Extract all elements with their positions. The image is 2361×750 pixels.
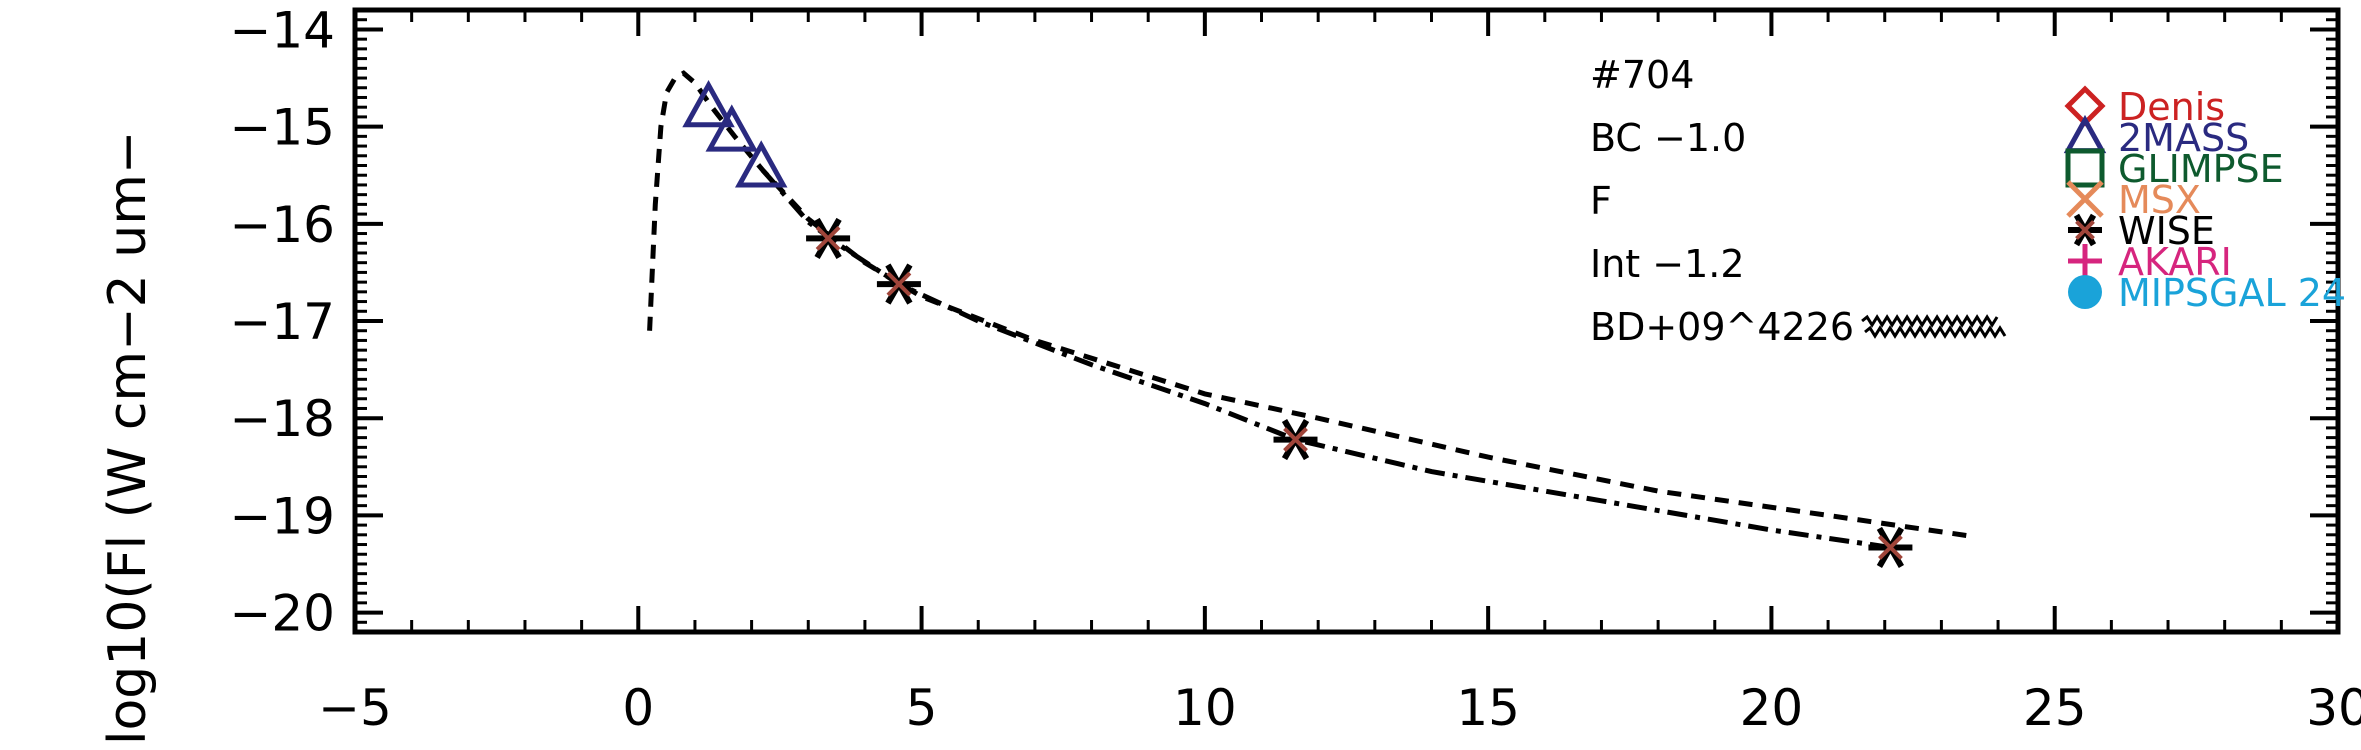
data-point-2mass xyxy=(705,104,759,152)
legend-marker-msx-stroke xyxy=(2066,180,2104,218)
legend-marker-glimpse-shape xyxy=(2065,148,2105,188)
legend-marker-glimpse xyxy=(2065,148,2105,188)
axes: −5 0 5 10 15 20 25 30 −14 −15 −16 −17 −18 −19 −20 xyxy=(229,1,2361,737)
x-tick-label: 0 xyxy=(622,679,654,737)
data-point-wise-msx-overlay xyxy=(1283,427,1308,452)
legend-marker-2mass xyxy=(2063,114,2107,154)
data-point-2mass-shape xyxy=(734,140,788,188)
legend-label-2mass: 2MASS xyxy=(2118,116,2249,160)
legend-marker-akari xyxy=(2068,244,2102,278)
data-point-2mass-shape xyxy=(705,104,759,152)
model-line-dashdot xyxy=(761,168,1891,550)
annotation-line: BC −1.0 xyxy=(1590,116,1746,160)
legend-marker-mipsgal-24 xyxy=(2068,275,2102,309)
data-point-wise-msx-overlay xyxy=(886,271,912,297)
annotation-line: BD+09^4226 xyxy=(1590,305,1854,349)
legend-label-msx: MSX xyxy=(2118,178,2201,222)
data-point-2mass xyxy=(734,140,788,188)
y-tick-label: −19 xyxy=(229,487,335,545)
legend-marker-2mass-shape xyxy=(2063,114,2107,154)
annotation-line: F xyxy=(1590,179,1612,223)
data-point-wise xyxy=(876,263,921,305)
annotation-wavy-line xyxy=(1864,325,2007,339)
legend-marker-wise-msx-overlay xyxy=(2075,220,2095,240)
data-points xyxy=(682,80,1913,568)
model-line-dashed xyxy=(647,70,1976,540)
y-tick-label: −16 xyxy=(229,196,335,254)
data-point-wise-msx-overlay xyxy=(815,225,841,251)
legend-label-mipsgal-24: MIPSGAL 24 xyxy=(2118,271,2346,315)
y-tick-label: −17 xyxy=(229,293,335,351)
data-point-wise xyxy=(806,217,851,259)
data-point-wise-msx-overlay xyxy=(1877,535,1903,560)
y-tick-label: −14 xyxy=(229,1,335,59)
legend-marker-msx xyxy=(2066,180,2104,218)
x-tick-label: 15 xyxy=(1456,679,1520,737)
legend-label-denis: Denis xyxy=(2118,85,2225,129)
x-tick-label: 25 xyxy=(2023,679,2087,737)
data-point-2mass-shape xyxy=(682,80,735,128)
x-tick-label: 30 xyxy=(2306,679,2361,737)
x-tick-label: 20 xyxy=(1740,679,1804,737)
model-line-wavy xyxy=(1861,314,1999,328)
legend-label-akari: AKARI xyxy=(2118,240,2232,284)
y-tick-label: −20 xyxy=(229,585,335,643)
y-axis-label: log10(Fl (W cm−2 um− xyxy=(98,131,158,745)
annotation-line: #704 xyxy=(1590,53,1694,97)
data-point-wise xyxy=(1273,419,1318,461)
legend-label-glimpse: GLIMPSE xyxy=(2118,147,2284,191)
x-tick-label: 10 xyxy=(1173,679,1237,737)
y-tick-label: −15 xyxy=(229,99,335,157)
x-tick-label: −5 xyxy=(318,679,392,737)
legend-marker-mipsgal-24-shape xyxy=(2068,275,2102,309)
data-point-2mass xyxy=(682,80,735,128)
legend-marker-wise xyxy=(2068,213,2102,247)
legend-label-wise: WISE xyxy=(2118,209,2215,253)
x-tick-label: 5 xyxy=(906,679,938,737)
annotations: #704 BC −1.0 F Int −1.2 BD+09^4226 xyxy=(1590,53,2007,349)
annotation-line: Int −1.2 xyxy=(1590,242,1745,286)
y-tick-label: −18 xyxy=(229,390,335,448)
data-point-wise xyxy=(1868,526,1913,568)
